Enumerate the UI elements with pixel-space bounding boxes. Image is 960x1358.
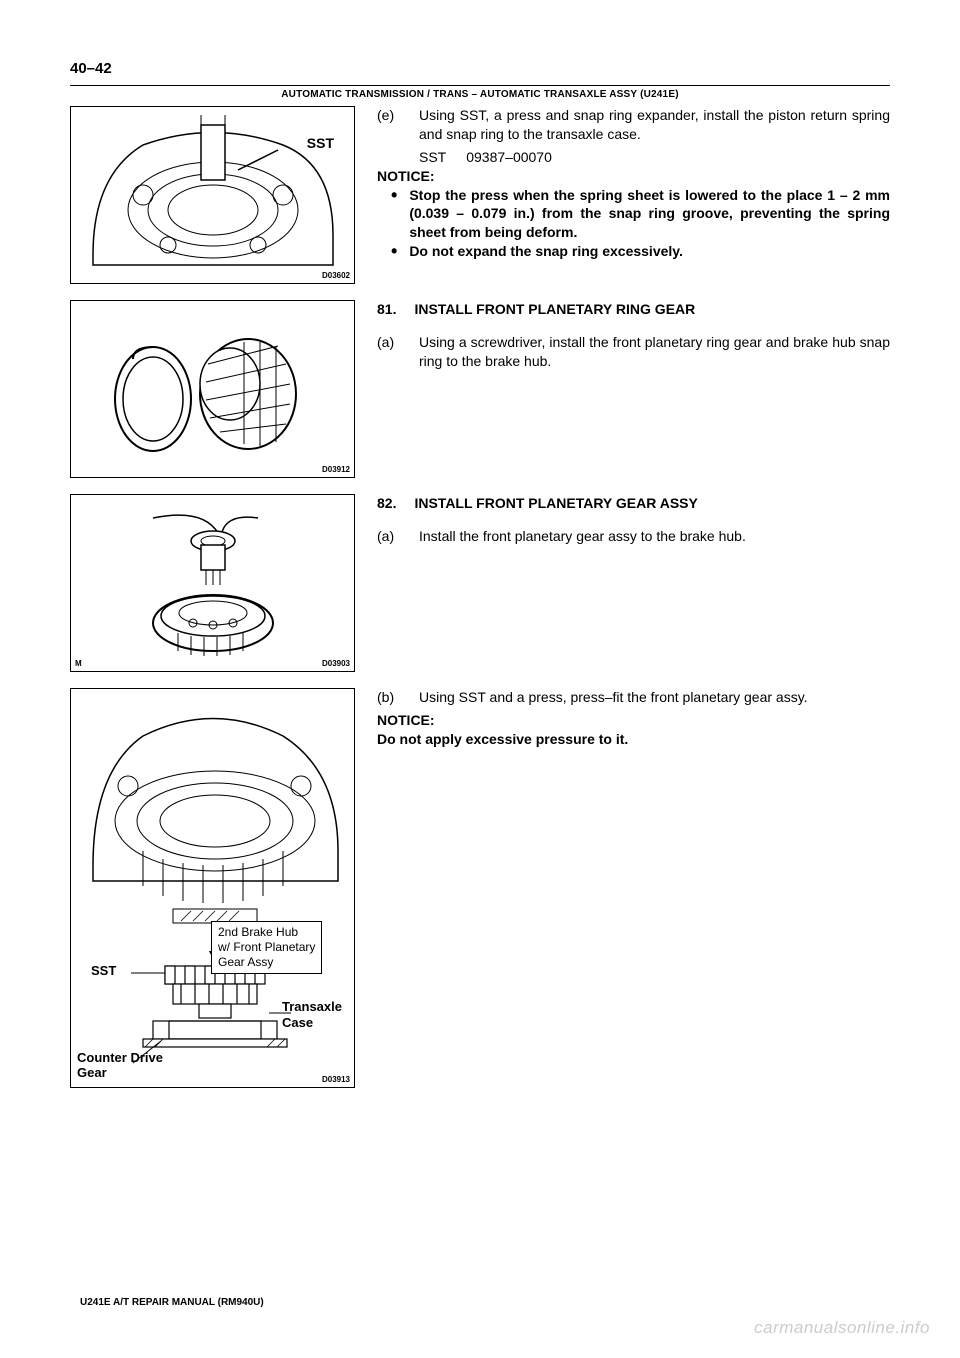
block-3-text: 82. INSTALL FRONT PLANETARY GEAR ASSY (a…	[377, 494, 890, 550]
step-82b: (b) Using SST and a press, press–fit the…	[377, 688, 890, 707]
figure-2-svg	[83, 309, 343, 469]
callout-transaxle-case: TransaxleCase	[282, 999, 342, 1030]
figure-3-id-left: M	[75, 659, 82, 668]
callout-brake-hub: 2nd Brake Hubw/ Front PlanetaryGear Assy	[211, 921, 322, 974]
section-82: 82. INSTALL FRONT PLANETARY GEAR ASSY	[377, 494, 890, 513]
section-82-num: 82.	[377, 494, 396, 513]
block-2: D03912 81. INSTALL FRONT PLANETARY RING …	[70, 300, 890, 478]
section-81-num: 81.	[377, 300, 396, 319]
block-2-text: 81. INSTALL FRONT PLANETARY RING GEAR (a…	[377, 300, 890, 375]
figure-2-id: D03912	[322, 465, 350, 474]
sst-label: SST	[419, 148, 446, 167]
content-area: SST D03602 (e) Using SST, a press and sn…	[70, 106, 890, 1088]
page-number: 40–42	[70, 60, 890, 77]
bullet-1: • Stop the press when the spring sheet i…	[377, 186, 890, 243]
callout-counter-drive: Counter DriveGear	[77, 1050, 163, 1081]
step-82a-body: Install the front planetary gear assy to…	[419, 527, 890, 546]
footer-text: U241E A/T REPAIR MANUAL (RM940U)	[80, 1297, 264, 1308]
block-1: SST D03602 (e) Using SST, a press and sn…	[70, 106, 890, 284]
bullet-2: • Do not expand the snap ring excessivel…	[377, 242, 890, 261]
notice-2: NOTICE:	[377, 711, 890, 730]
step-82a: (a) Install the front planetary gear ass…	[377, 527, 890, 546]
section-81-title: INSTALL FRONT PLANETARY RING GEAR	[414, 300, 695, 319]
figure-3-svg	[83, 503, 343, 663]
figure-4-sst-label: SST	[91, 963, 116, 979]
block-1-text: (e) Using SST, a press and snap ring exp…	[377, 106, 890, 261]
bullet-2-text: Do not expand the snap ring excessively.	[409, 242, 683, 261]
step-81a-letter: (a)	[377, 333, 401, 371]
figure-4: 2nd Brake Hubw/ Front PlanetaryGear Assy…	[70, 688, 355, 1088]
block-4-text: (b) Using SST and a press, press–fit the…	[377, 688, 890, 749]
bullet-1-text: Stop the press when the spring sheet is …	[409, 186, 890, 243]
figure-2: D03912	[70, 300, 355, 478]
section-82-title: INSTALL FRONT PLANETARY GEAR ASSY	[414, 494, 697, 513]
step-e-letter: (e)	[377, 106, 401, 144]
block-3: M D03903 82. INSTALL FRONT PLANETARY GEA…	[70, 494, 890, 672]
figure-1-sst-label: SST	[307, 135, 334, 151]
step-82a-letter: (a)	[377, 527, 401, 546]
page-header: AUTOMATIC TRANSMISSION / TRANS – AUTOMAT…	[70, 86, 890, 106]
step-82b-body: Using SST and a press, press–fit the fro…	[419, 688, 890, 707]
step-81a-body: Using a screwdriver, install the front p…	[419, 333, 890, 371]
figure-3-id: D03903	[322, 659, 350, 668]
block-4: 2nd Brake Hubw/ Front PlanetaryGear Assy…	[70, 688, 890, 1088]
figure-1-svg	[83, 115, 343, 275]
bullet-icon: •	[391, 186, 397, 243]
notice-1: NOTICE:	[377, 167, 890, 186]
bullet-icon: •	[391, 242, 397, 261]
notice-2-body: Do not apply excessive pressure to it.	[377, 730, 890, 749]
figure-4-id: D03913	[322, 1075, 350, 1084]
figure-1-id: D03602	[322, 271, 350, 280]
step-e: (e) Using SST, a press and snap ring exp…	[377, 106, 890, 144]
step-e-body: Using SST, a press and snap ring expande…	[419, 106, 890, 144]
step-81a: (a) Using a screwdriver, install the fro…	[377, 333, 890, 371]
sst-number: 09387–00070	[466, 148, 552, 167]
section-81: 81. INSTALL FRONT PLANETARY RING GEAR	[377, 300, 890, 319]
sst-line: SST 09387–00070	[377, 148, 890, 167]
figure-1: SST D03602	[70, 106, 355, 284]
figure-3: M D03903	[70, 494, 355, 672]
step-82b-letter: (b)	[377, 688, 401, 707]
watermark: carmanualsonline.info	[754, 1318, 930, 1338]
